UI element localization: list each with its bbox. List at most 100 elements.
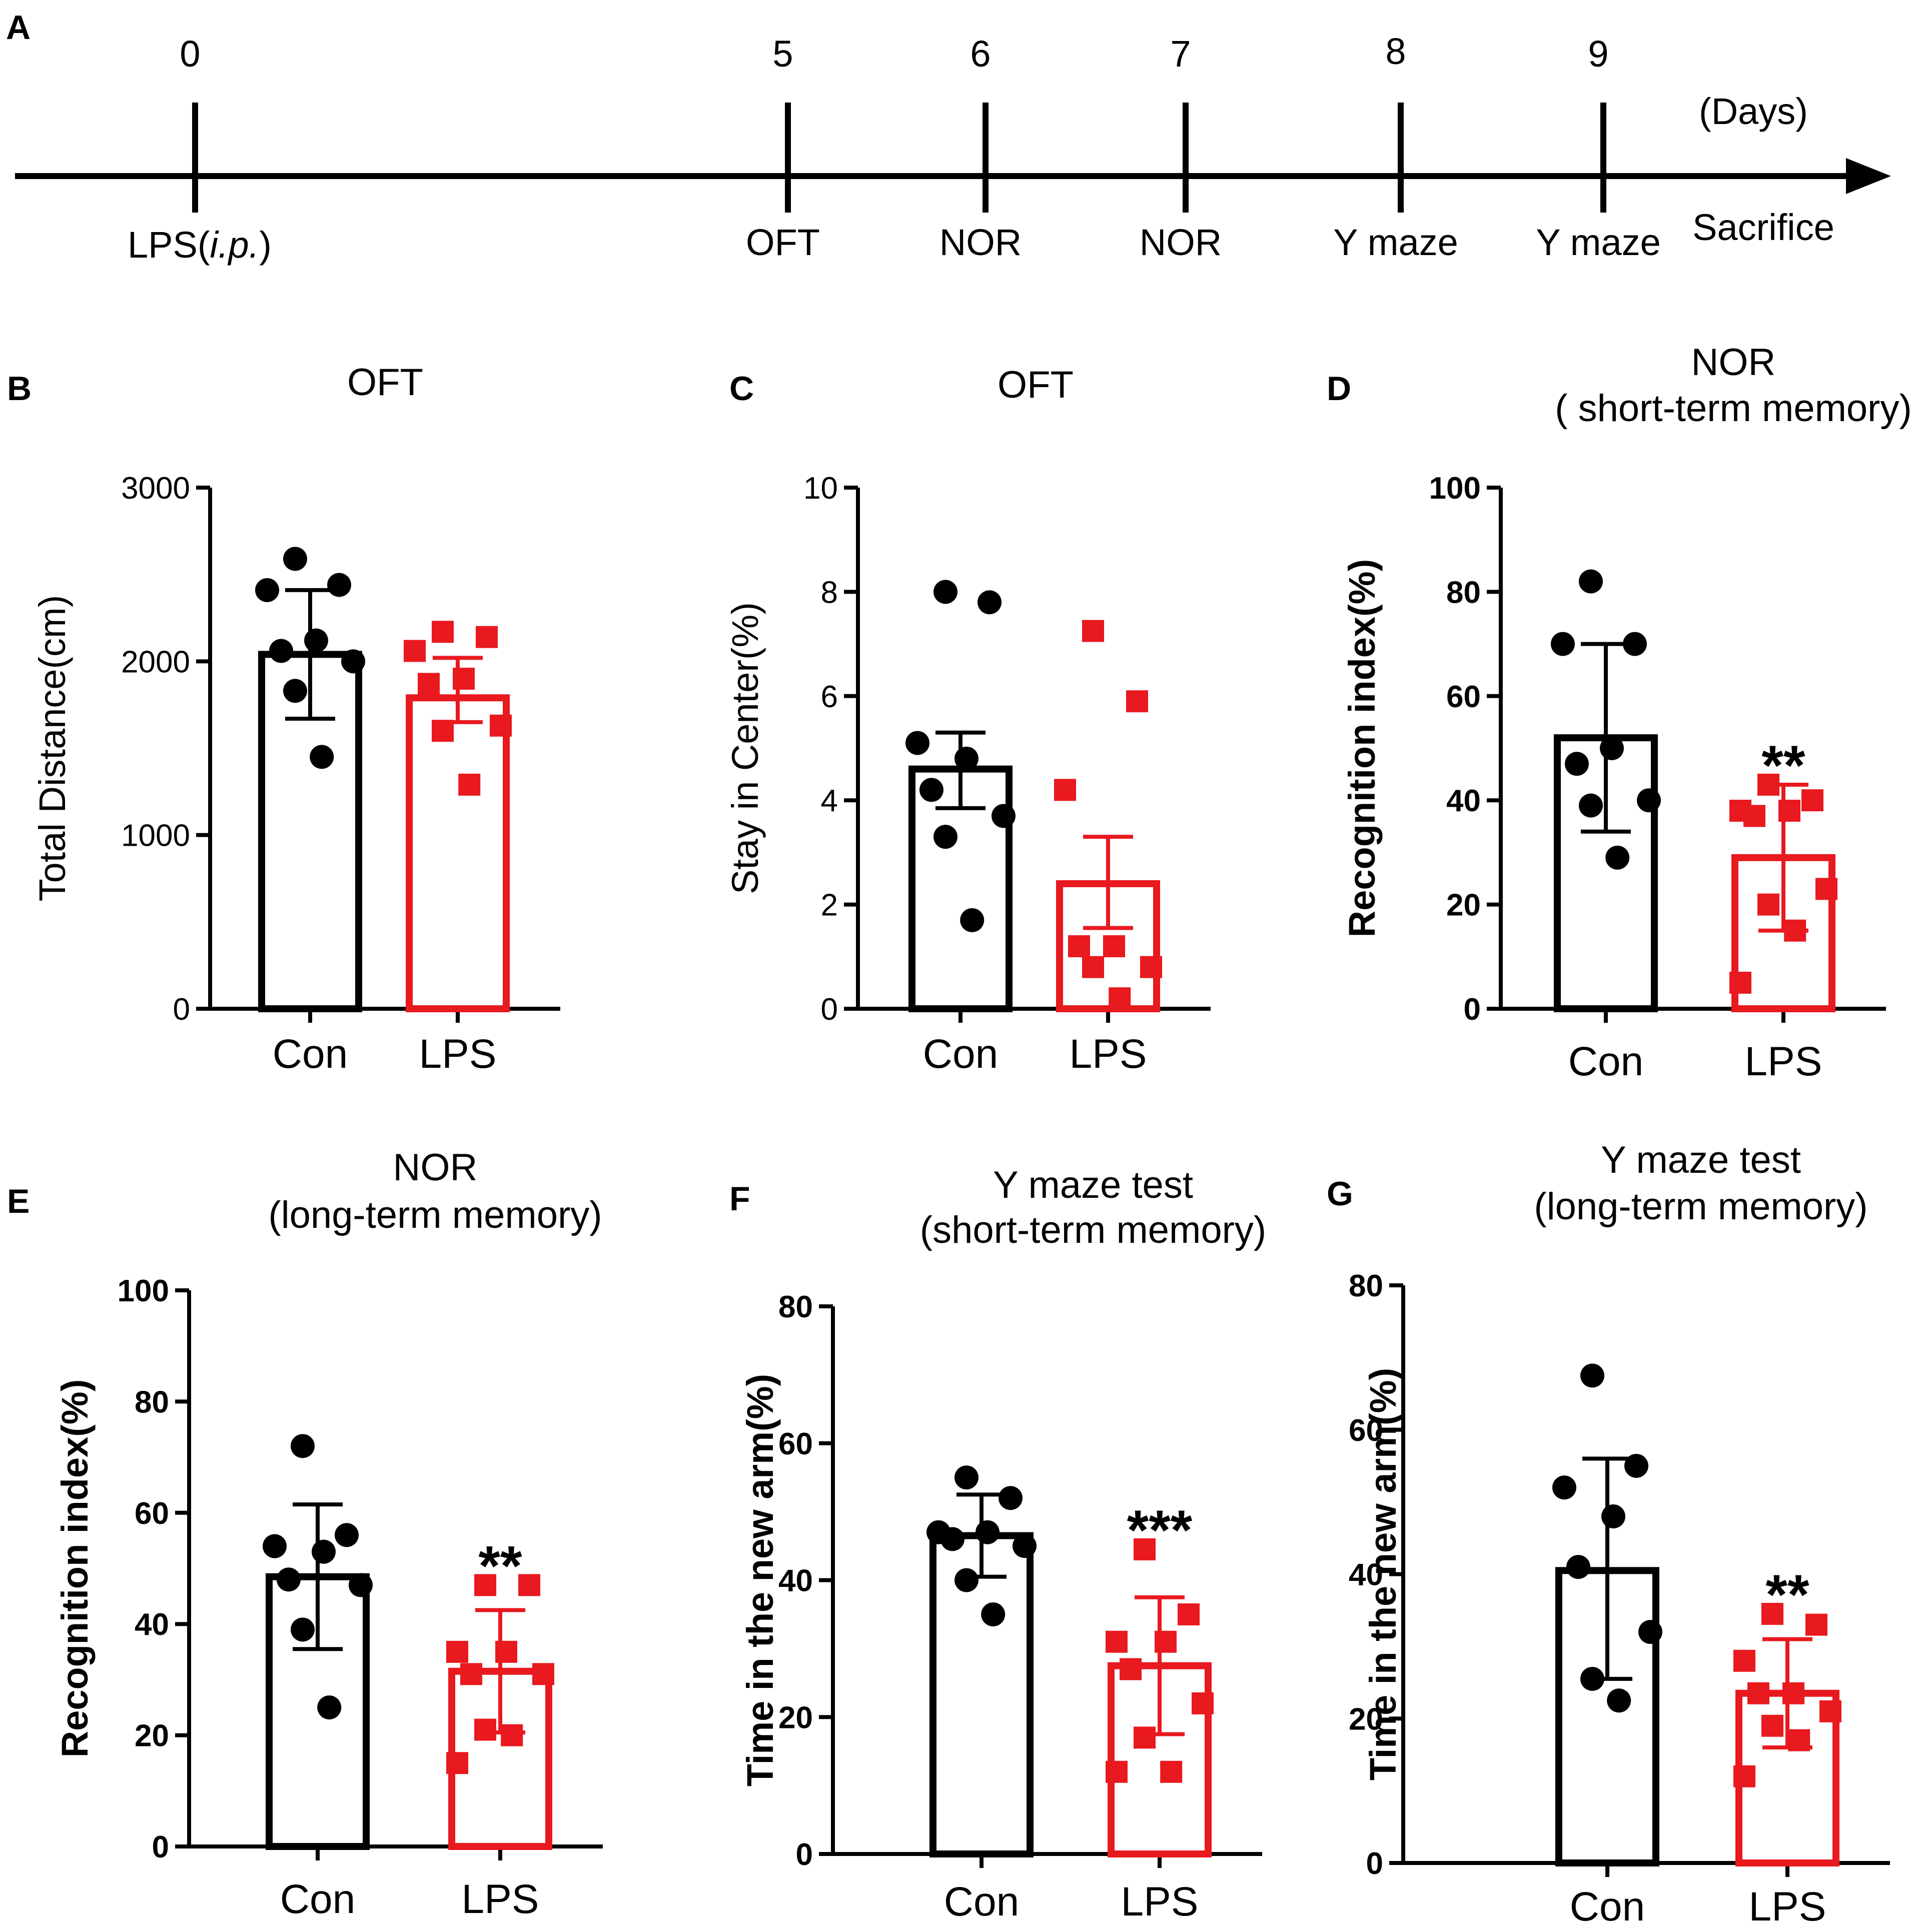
data-point-con <box>1580 1363 1604 1388</box>
timeline-day-label: 7 <box>1170 33 1191 75</box>
data-point-con <box>976 1520 1000 1544</box>
y-tick-label: 10 <box>803 471 838 506</box>
data-point-con <box>1624 1453 1648 1478</box>
y-tick-label: 60 <box>135 1496 169 1531</box>
data-point-con <box>999 1486 1023 1510</box>
data-point-lps <box>1757 773 1779 796</box>
y-tick-label: 0 <box>1464 992 1481 1027</box>
y-tick-label: 60 <box>1446 680 1481 714</box>
chart-subtitle: (long-term memory) <box>268 1194 602 1236</box>
x-tick-label-lps: LPS <box>1749 1884 1826 1928</box>
panel-letter: F <box>729 1180 750 1218</box>
data-point-con <box>269 639 293 663</box>
data-point-con <box>960 908 985 932</box>
y-tick-label: 80 <box>135 1385 169 1419</box>
timeline-end-label: Sacrifice <box>1692 207 1834 248</box>
data-point-con <box>1623 632 1647 656</box>
data-point-lps <box>474 1574 496 1596</box>
timeline-event-label: OFT <box>746 222 820 263</box>
data-point-con <box>1637 788 1661 813</box>
data-point-lps <box>490 714 512 737</box>
y-tick-label: 2000 <box>121 645 190 679</box>
data-point-lps <box>1784 919 1806 942</box>
data-point-con <box>327 573 351 597</box>
timeline-event-label: NOR <box>1140 222 1222 263</box>
y-tick-label: 0 <box>821 992 838 1027</box>
timeline-day-label: 5 <box>772 33 793 75</box>
y-tick-label: 100 <box>118 1274 169 1308</box>
significance-marker: ** <box>1761 734 1805 797</box>
data-point-con <box>1013 1534 1037 1558</box>
data-point-lps <box>1815 878 1837 900</box>
panel-letter: B <box>7 370 32 408</box>
data-point-con <box>1605 845 1630 870</box>
data-point-lps <box>1778 800 1800 822</box>
data-point-lps <box>1729 971 1751 994</box>
x-tick-label-lps: LPS <box>1121 1879 1199 1924</box>
x-tick-label-lps: LPS <box>419 1031 497 1077</box>
x-tick-label-lps: LPS <box>462 1876 539 1922</box>
y-tick-label: 80 <box>778 1290 813 1324</box>
data-point-con <box>349 1573 373 1597</box>
data-point-lps <box>432 621 454 643</box>
data-point-con <box>317 1695 342 1719</box>
x-tick-label-con: Con <box>944 1879 1019 1924</box>
y-tick-label: 100 <box>1429 471 1481 506</box>
data-point-con <box>1600 736 1624 760</box>
data-point-lps <box>1761 1714 1783 1737</box>
data-point-lps <box>453 668 475 690</box>
y-tick-label: 40 <box>778 1564 813 1598</box>
data-point-con <box>263 1534 287 1558</box>
data-point-con <box>255 578 279 602</box>
y-tick-label: 1000 <box>121 819 190 853</box>
panel-f: F Y maze test(short-term memory) Time in t… <box>729 1164 1266 1924</box>
panel-g: GY maze test(long-term memory)Time in th… <box>1327 1139 1890 1928</box>
y-axis-label: Stay in Center(%) <box>724 602 766 894</box>
data-point-con <box>992 804 1016 828</box>
chart-title: NOR <box>393 1146 478 1189</box>
data-point-con <box>919 778 943 802</box>
panel-letter: E <box>7 1182 30 1220</box>
chart-subtitle: ( short-term memory) <box>1555 387 1912 430</box>
data-point-lps <box>1106 1760 1128 1783</box>
data-point-lps <box>1109 987 1131 1010</box>
data-point-lps <box>1120 1658 1142 1680</box>
data-point-con <box>1579 569 1603 594</box>
x-tick-label-lps: LPS <box>1070 1031 1147 1077</box>
data-point-con <box>1607 1688 1631 1713</box>
data-point-con <box>1552 1475 1576 1500</box>
timeline-event-label: LPS(i.p.) <box>128 224 272 266</box>
data-point-lps <box>1054 779 1076 801</box>
data-point-con <box>304 628 328 653</box>
y-tick-label: 40 <box>1349 1558 1383 1592</box>
data-point-lps <box>1082 956 1104 978</box>
x-tick-label-con: Con <box>280 1876 355 1922</box>
data-point-con <box>1579 793 1603 818</box>
data-point-lps <box>1819 1700 1841 1722</box>
data-point-con <box>1638 1620 1662 1644</box>
data-point-lps <box>1733 1765 1755 1787</box>
data-point-lps <box>1801 789 1823 812</box>
data-point-lps <box>1134 1538 1156 1560</box>
data-point-lps <box>1782 1682 1804 1704</box>
data-point-con <box>905 731 929 755</box>
x-tick-label-con: Con <box>273 1031 348 1077</box>
data-point-lps <box>446 1640 468 1663</box>
panel-e: E NOR (long-term memory) Recognition index(… <box>7 1146 603 1922</box>
data-point-lps <box>404 640 426 662</box>
timeline-day-label: 8 <box>1385 31 1406 72</box>
x-tick-label-con: Con <box>1570 1884 1645 1928</box>
y-tick-label: 3000 <box>121 471 190 506</box>
panel-letter: D <box>1327 370 1351 408</box>
significance-marker: ** <box>478 1534 522 1597</box>
data-point-con <box>312 1539 336 1564</box>
y-tick-label: 20 <box>778 1700 813 1735</box>
y-tick-label: 40 <box>1446 784 1481 818</box>
timeline-event-route: i.p. <box>210 224 260 266</box>
x-tick-label-con: Con <box>1568 1039 1643 1084</box>
y-tick-label: 4 <box>821 784 838 818</box>
data-point-lps <box>1747 1682 1769 1704</box>
y-tick-label: 0 <box>796 1837 813 1872</box>
data-point-lps <box>474 1718 496 1741</box>
data-point-lps <box>446 1752 468 1774</box>
